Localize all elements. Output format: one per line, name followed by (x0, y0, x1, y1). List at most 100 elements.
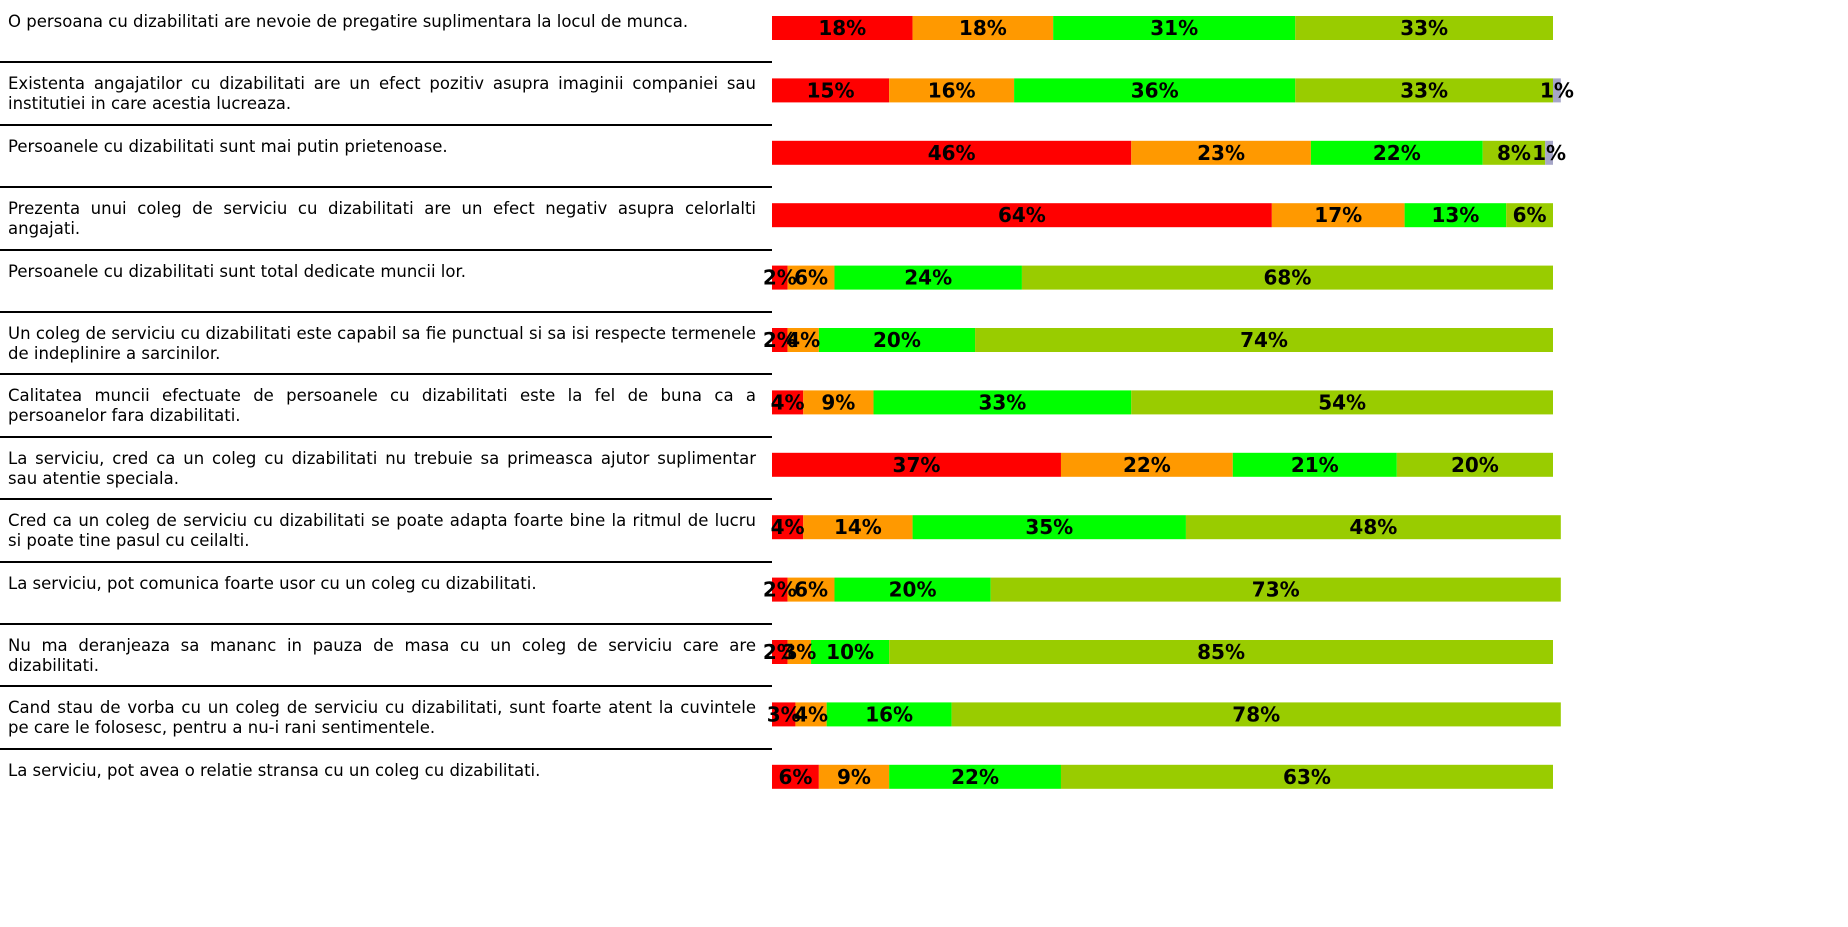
row-label: La serviciu, pot avea o relatie stransa … (8, 760, 541, 780)
data-label: 14% (834, 515, 882, 539)
row-separator (0, 61, 772, 64)
data-label: 10% (826, 640, 874, 664)
data-label: 6% (794, 578, 828, 602)
bar-segment (1014, 78, 1296, 103)
bar-segment (772, 577, 788, 602)
row-separator (0, 685, 772, 688)
row-separator (0, 747, 772, 750)
data-label: 73% (1252, 578, 1300, 602)
bar-segment (772, 515, 804, 540)
bar-segment (1232, 452, 1397, 477)
bar-segment (772, 452, 1061, 477)
data-label: 2% (763, 266, 797, 290)
bar-segment (803, 515, 913, 540)
data-label: 20% (1451, 453, 1499, 477)
bar-segment (873, 390, 1132, 415)
data-label: 24% (904, 266, 952, 290)
data-label: 16% (865, 702, 913, 726)
bar-segment (1396, 452, 1553, 477)
bar-segment (1310, 140, 1483, 165)
bar-segment (990, 577, 1561, 602)
bar-segment (912, 515, 1186, 540)
bar-segment (772, 78, 890, 103)
bar-segment (834, 265, 1022, 290)
bar-segment (1545, 140, 1553, 165)
data-label: 33% (1400, 78, 1448, 102)
data-label: 36% (1131, 78, 1179, 102)
data-label: 3% (767, 702, 801, 726)
data-label: 21% (1291, 453, 1339, 477)
data-label: 74% (1240, 328, 1288, 352)
bar-segment (834, 577, 991, 602)
bar-segment (912, 16, 1054, 40)
data-label: 18% (818, 16, 866, 40)
data-label: 22% (1123, 453, 1171, 477)
data-label: 9% (821, 390, 855, 414)
bar-segment (889, 764, 1061, 789)
bar-segment (1553, 78, 1561, 103)
row-separator (0, 623, 772, 625)
row-label: Cred ca un coleg de serviciu cu dizabili… (8, 511, 756, 551)
data-label: 4% (786, 328, 820, 352)
data-label: 3% (782, 640, 816, 664)
data-label: 1% (1540, 78, 1574, 102)
bar-segment (1271, 203, 1405, 228)
bar-segment (811, 640, 890, 664)
data-label: 22% (1373, 141, 1421, 165)
row-separator (0, 123, 772, 126)
bar-segment (1295, 78, 1553, 103)
data-label: 64% (998, 203, 1046, 227)
row-separator (0, 498, 772, 501)
bar-segment (1131, 390, 1553, 415)
data-label: 35% (1025, 515, 1073, 539)
data-label: 20% (889, 578, 937, 602)
bar-segment (889, 640, 1553, 664)
data-label: 78% (1232, 702, 1280, 726)
row-label: Cand stau de vorba cu un coleg de servic… (8, 698, 756, 738)
bar-segment (772, 702, 796, 727)
bar-segment (795, 702, 827, 727)
data-label: 15% (807, 78, 855, 102)
data-label: 18% (959, 16, 1007, 40)
bar-segment (1185, 515, 1561, 540)
bar-segment (1053, 16, 1296, 40)
data-label: 33% (978, 390, 1026, 414)
data-label: 68% (1264, 266, 1312, 290)
data-label: 8% (1497, 141, 1531, 165)
row-label: Nu ma deranjeaza sa mananc in pauza de m… (8, 636, 756, 675)
row-label: Persoanele cu dizabilitati sunt total de… (8, 261, 466, 281)
bar-segment (772, 265, 788, 290)
bar-segment (1060, 452, 1233, 477)
data-label: 46% (928, 141, 976, 165)
data-label: 9% (837, 765, 871, 789)
data-label: 85% (1197, 640, 1245, 664)
bar-segment (803, 390, 874, 415)
data-label: 63% (1283, 765, 1331, 789)
data-label: 6% (794, 266, 828, 290)
bar-segment (818, 328, 976, 352)
bar-segment (1295, 16, 1553, 40)
row-label: Calitatea muncii efectuate de persoanele… (8, 386, 756, 426)
data-label: 16% (928, 78, 976, 102)
data-label: 1% (1532, 141, 1566, 165)
data-label: 20% (873, 328, 921, 352)
row-label: O persoana cu dizabilitati are nevoie de… (8, 12, 689, 31)
row-label: Prezenta unui coleg de serviciu cu dizab… (8, 199, 756, 239)
row-separator (0, 186, 772, 189)
data-label: 23% (1197, 141, 1245, 165)
bar-segment (1482, 140, 1546, 165)
data-label: 2% (763, 578, 797, 602)
data-label: 6% (778, 765, 812, 789)
row-separator (0, 373, 772, 376)
data-label: 33% (1400, 16, 1448, 40)
bar-segment (1060, 764, 1553, 789)
row-separator (0, 248, 772, 251)
bar-segment (787, 328, 819, 352)
data-label: 4% (771, 390, 805, 414)
bar-segment (818, 764, 890, 789)
data-label: 2% (763, 328, 797, 352)
bar-segment (772, 764, 819, 789)
data-label: 31% (1150, 16, 1198, 40)
